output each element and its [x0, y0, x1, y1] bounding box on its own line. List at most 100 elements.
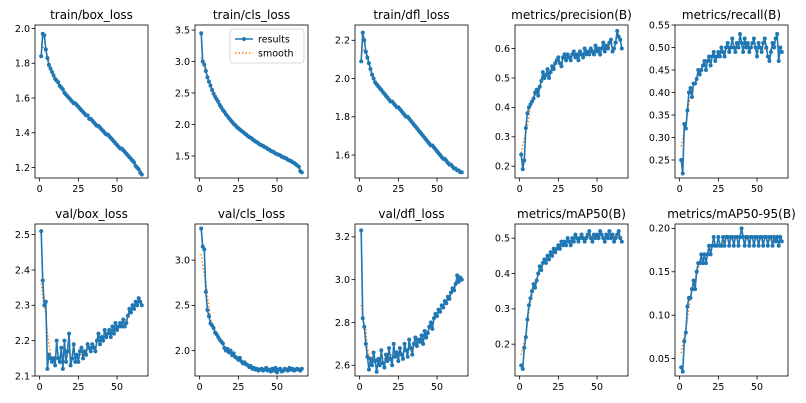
results-point [598, 229, 603, 234]
legend: results smooth [229, 28, 305, 64]
results-point [393, 354, 398, 359]
results-point [596, 236, 601, 241]
results-point [553, 61, 558, 66]
results-point [761, 243, 766, 248]
results-point [422, 329, 427, 334]
x-tick-label: 25 [552, 382, 564, 393]
y-tick-label: 2.4 [15, 265, 30, 276]
x-tick-label: 50 [431, 382, 443, 393]
results-point [730, 235, 735, 240]
y-tick-label: 0.30 [649, 133, 670, 144]
results-point [377, 363, 382, 368]
results-point [50, 359, 55, 364]
x-tick-label: 0 [357, 184, 363, 195]
results-point [741, 50, 746, 54]
results-point [773, 36, 778, 41]
panel-title: val/cls_loss [218, 207, 285, 221]
results-point [411, 341, 416, 346]
x-tick-label: 0 [37, 184, 43, 195]
x-tick-label: 25 [712, 382, 724, 393]
results-point [374, 369, 379, 374]
axes-frame [34, 223, 149, 377]
results-point [615, 28, 620, 33]
results-point [45, 366, 50, 371]
results-point [51, 73, 56, 78]
results-point [94, 338, 99, 343]
results-point [125, 313, 130, 318]
x-tick-label: 0 [517, 382, 523, 393]
results-point [582, 239, 587, 244]
results-point [71, 342, 76, 347]
results-point [520, 366, 525, 371]
results-point [428, 320, 433, 325]
results-point [548, 250, 553, 255]
results-point [102, 328, 107, 333]
results-point [550, 64, 555, 69]
results-point [537, 84, 542, 89]
results-point [410, 352, 415, 357]
results-point [707, 243, 712, 248]
results-point [139, 303, 144, 308]
results-point [273, 365, 278, 370]
results-point [296, 164, 301, 169]
y-tick-label: 1.2 [15, 163, 30, 174]
results-point [618, 37, 623, 42]
results-point [108, 335, 113, 340]
results-point [682, 339, 687, 344]
results-point [53, 363, 58, 368]
results-point [768, 50, 773, 54]
results-point [696, 68, 701, 72]
results-point [533, 90, 538, 95]
results-point [122, 324, 127, 329]
y-tick-label: 1.8 [15, 59, 30, 70]
results-point [211, 91, 216, 96]
y-tick-label: 0.2 [495, 339, 510, 350]
results-point [705, 59, 710, 63]
results-point [39, 54, 44, 59]
results-point [548, 70, 553, 75]
results-point [691, 278, 696, 283]
results-point [453, 281, 458, 286]
results-point [540, 70, 545, 75]
x-tick-label: 50 [751, 184, 763, 195]
results-point [391, 341, 396, 346]
x-tick-label: 25 [232, 382, 244, 393]
panel-title: val/dfl_loss [378, 207, 444, 221]
results-point [739, 41, 744, 45]
results-point [380, 361, 385, 366]
results-point [444, 301, 449, 306]
y-tick-label: 0.05 [649, 354, 670, 365]
results-point [431, 316, 436, 321]
results-point [225, 346, 230, 351]
results-point [43, 299, 48, 304]
x-tick-label: 50 [751, 382, 763, 393]
axes-frame [354, 223, 469, 377]
results-point [370, 72, 375, 77]
results-line [200, 228, 303, 375]
axes-frame [34, 24, 149, 179]
results-point [584, 236, 589, 241]
results-point [208, 83, 213, 88]
results-point [365, 354, 370, 359]
results-point [216, 99, 221, 104]
results-point [387, 346, 392, 351]
results-point [685, 304, 690, 309]
results-point [776, 243, 781, 248]
results-point [573, 232, 578, 237]
results-point [543, 260, 548, 265]
results-point [601, 236, 606, 241]
results-point [135, 303, 140, 308]
results-point [711, 50, 716, 54]
y-tick-label: 0.15 [649, 267, 670, 278]
results-point [564, 58, 569, 63]
results-point [43, 47, 48, 52]
panel-title: metrics/mAP50-95(B) [667, 207, 796, 221]
results-point [616, 229, 621, 234]
results-point [556, 55, 561, 60]
results-point [42, 303, 47, 308]
results-point [397, 346, 402, 351]
results-point [738, 235, 743, 240]
results-point [601, 40, 606, 45]
results-point [111, 331, 116, 336]
results-point [530, 99, 535, 104]
